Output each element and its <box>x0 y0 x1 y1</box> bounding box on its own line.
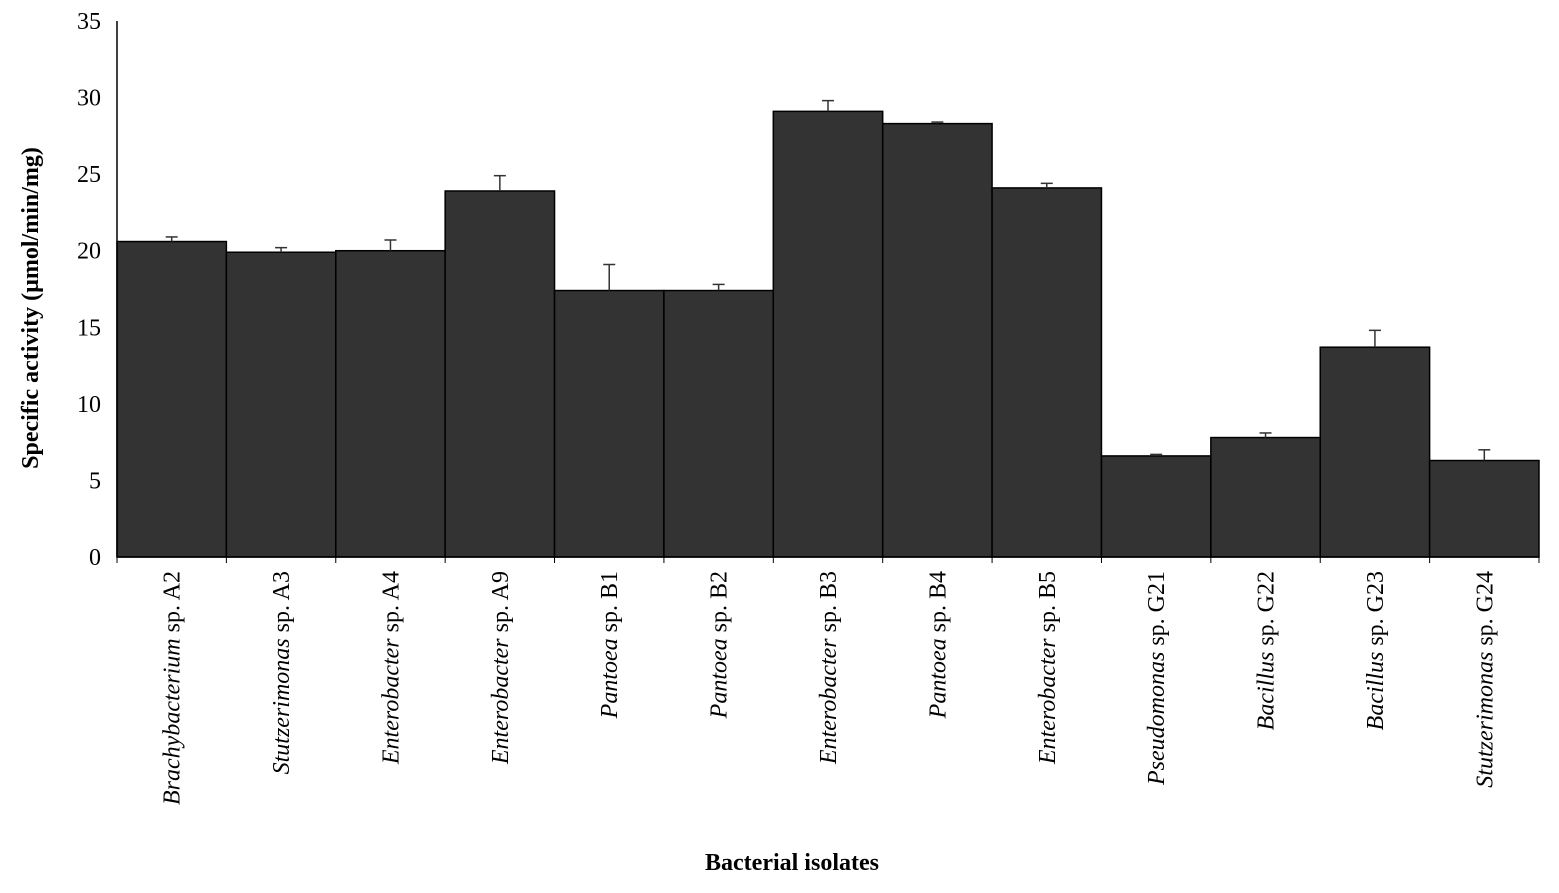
strain-suffix: sp. A4 <box>378 571 404 638</box>
y-tick-label: 30 <box>77 86 101 112</box>
y-tick-label: 10 <box>77 392 101 418</box>
strain-suffix: sp. B3 <box>816 571 842 638</box>
x-tick-label: Stutzerimonas sp. A3 <box>269 571 295 774</box>
genus-name: Brachybacterium <box>160 638 186 805</box>
x-axis-title: Bacterial isolates <box>705 850 879 876</box>
genus-name: Enterobacter <box>378 638 404 765</box>
x-tick-label: Pantoea sp. B2 <box>707 571 733 719</box>
bar <box>1319 346 1431 558</box>
strain-suffix: sp. G23 <box>1363 571 1389 652</box>
strain-suffix: sp. A9 <box>488 571 514 638</box>
y-tick-label: 0 <box>89 545 101 571</box>
genus-name: Pantoea <box>925 638 951 719</box>
bar <box>1210 436 1321 558</box>
bars-group <box>116 110 1540 558</box>
genus-name: Pantoea <box>707 638 733 719</box>
genus-name: Pantoea <box>597 638 623 719</box>
strain-suffix: sp. B2 <box>707 571 733 638</box>
x-tick-label: Pseudomonas sp. G21 <box>1144 571 1170 786</box>
x-tick-label: Enterobacter sp. B5 <box>1035 571 1061 765</box>
x-tick-label: Enterobacter sp. B3 <box>816 571 842 765</box>
strain-suffix: sp. G24 <box>1472 571 1498 652</box>
bar <box>335 249 446 558</box>
bar <box>663 289 775 558</box>
y-tick-label: 5 <box>89 468 101 494</box>
bar <box>772 110 884 558</box>
y-tick-label: 15 <box>77 315 101 341</box>
y-tick-label: 20 <box>77 239 101 265</box>
genus-name: Bacillus <box>1363 652 1389 731</box>
x-tick-label: Enterobacter sp. A9 <box>488 571 514 765</box>
genus-name: Stutzerimonas <box>269 638 295 774</box>
genus-name: Pseudomonas <box>1144 652 1170 786</box>
y-tick-label: 35 <box>77 9 101 35</box>
y-tick-label: 25 <box>77 162 101 188</box>
x-tick-label: Pantoea sp. B4 <box>925 571 951 719</box>
x-tick-label: Brachybacterium sp. A2 <box>160 571 186 805</box>
bar <box>1428 459 1540 558</box>
bar <box>116 240 228 558</box>
bar <box>444 190 556 558</box>
strain-suffix: sp. G22 <box>1254 571 1280 652</box>
bar <box>1100 455 1212 558</box>
strain-suffix: sp. B1 <box>597 571 623 638</box>
x-tick-label: Bacillus sp. G23 <box>1363 571 1389 730</box>
bar <box>991 187 1103 558</box>
strain-suffix: sp. A3 <box>269 571 295 638</box>
x-tick-label: Pantoea sp. B1 <box>597 571 623 719</box>
x-tick-label: Enterobacter sp. A4 <box>378 571 404 765</box>
genus-name: Enterobacter <box>488 638 514 765</box>
bar <box>881 122 993 558</box>
y-axis: 0 5 10 15 20 25 30 35 <box>77 9 118 571</box>
x-axis: Brachybacterium sp. A2 Stutzerimonas sp. … <box>116 556 1540 805</box>
genus-name: Stutzerimonas <box>1472 652 1498 788</box>
strain-suffix: sp. B5 <box>1035 571 1061 638</box>
genus-name: Enterobacter <box>816 638 842 765</box>
x-tick-label: Stutzerimonas sp. G24 <box>1472 571 1498 788</box>
genus-name: Enterobacter <box>1035 638 1061 765</box>
bar <box>553 289 665 558</box>
x-tick-label: Bacillus sp. G22 <box>1254 571 1280 730</box>
strain-suffix: sp. B4 <box>925 571 951 638</box>
y-axis-title: Specific activity (µmol/min/mg) <box>18 147 44 469</box>
strain-suffix: sp. A2 <box>160 571 186 638</box>
error-bars-group <box>165 99 1491 461</box>
bar <box>225 251 337 558</box>
strain-suffix: sp. G21 <box>1144 571 1170 652</box>
genus-name: Bacillus <box>1254 652 1280 731</box>
